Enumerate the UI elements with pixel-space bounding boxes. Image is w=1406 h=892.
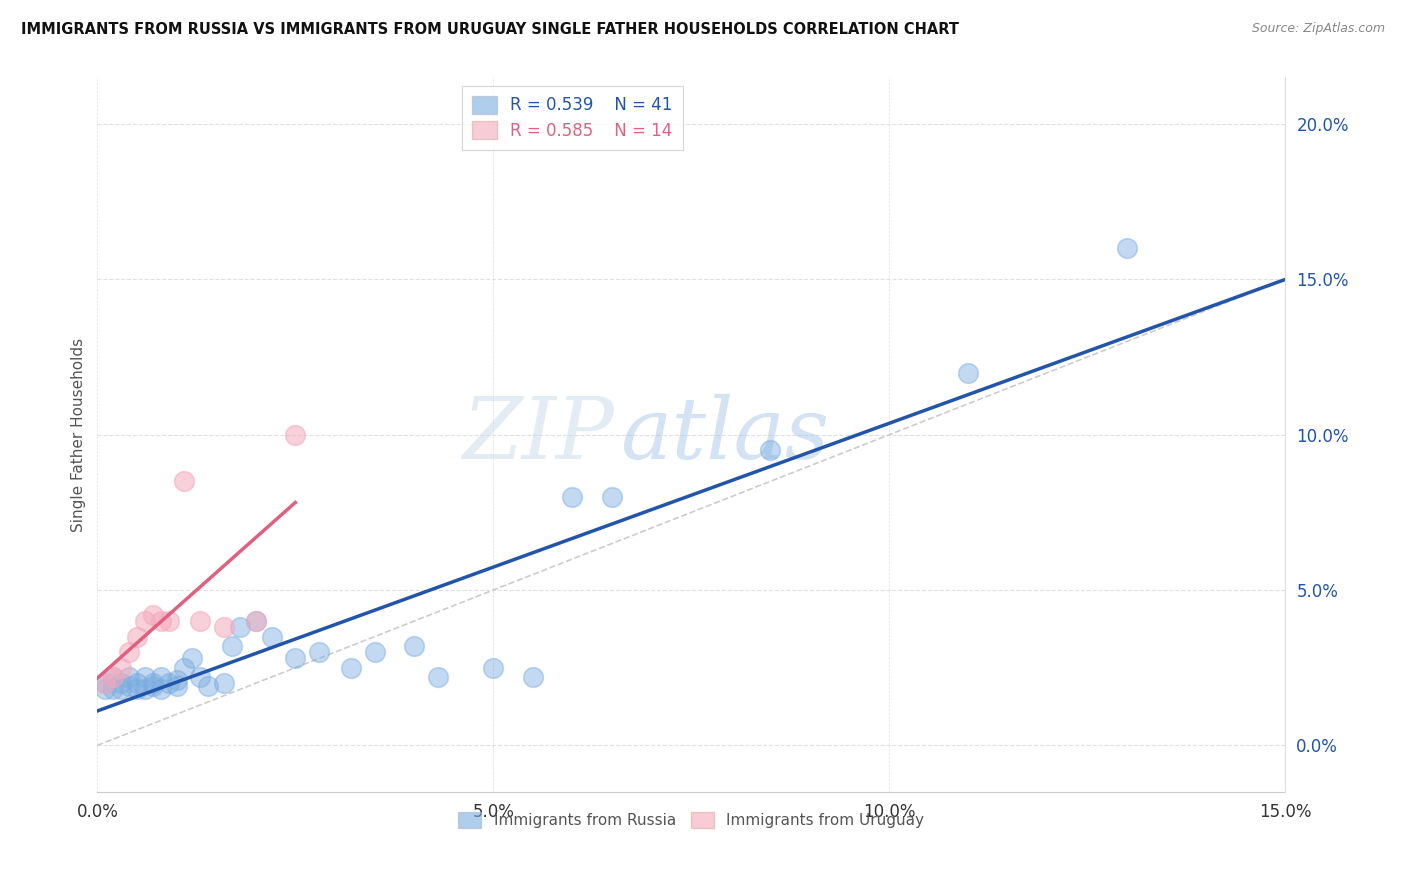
Point [181,651,204,665]
Point [221,639,243,653]
Point [149,670,172,684]
Point [339,661,361,675]
Point [245,614,267,628]
Point [522,670,544,684]
Point [363,645,385,659]
Point [212,620,235,634]
Point [561,490,583,504]
Point [110,676,132,690]
Point [212,676,235,690]
Point [118,645,141,659]
Point [142,676,165,690]
Point [134,682,156,697]
Point [94,676,117,690]
Point [142,607,165,622]
Point [759,443,782,458]
Point [173,475,195,489]
Point [103,670,125,684]
Point [188,670,211,684]
Point [134,614,156,628]
Text: IMMIGRANTS FROM RUSSIA VS IMMIGRANTS FROM URUGUAY SINGLE FATHER HOUSEHOLDS CORRE: IMMIGRANTS FROM RUSSIA VS IMMIGRANTS FRO… [21,22,959,37]
Point [482,661,505,675]
Point [188,614,211,628]
Point [142,679,165,693]
Point [149,682,172,697]
Point [284,651,307,665]
Point [173,661,195,675]
Point [157,676,180,690]
Point [197,679,219,693]
Point [957,366,980,380]
Point [229,620,252,634]
Point [94,676,117,690]
Text: atlas: atlas [620,393,830,476]
Point [149,614,172,628]
Point [125,676,148,690]
Point [134,670,156,684]
Point [103,670,125,684]
Point [284,427,307,442]
Point [260,630,283,644]
Point [103,682,125,697]
Text: ZIP: ZIP [463,393,614,476]
Point [404,639,426,653]
Point [94,682,117,697]
Point [125,630,148,644]
Point [118,670,141,684]
Point [110,661,132,675]
Point [118,679,141,693]
Point [426,670,449,684]
Point [166,679,188,693]
Point [157,614,180,628]
Point [308,645,330,659]
Y-axis label: Single Father Households: Single Father Households [72,338,86,532]
Point [125,682,148,697]
Text: Source: ZipAtlas.com: Source: ZipAtlas.com [1251,22,1385,36]
Point [245,614,267,628]
Point [600,490,623,504]
Legend: Immigrants from Russia, Immigrants from Uruguay: Immigrants from Russia, Immigrants from … [453,806,931,834]
Point [1115,241,1137,255]
Point [110,682,132,697]
Point [166,673,188,687]
